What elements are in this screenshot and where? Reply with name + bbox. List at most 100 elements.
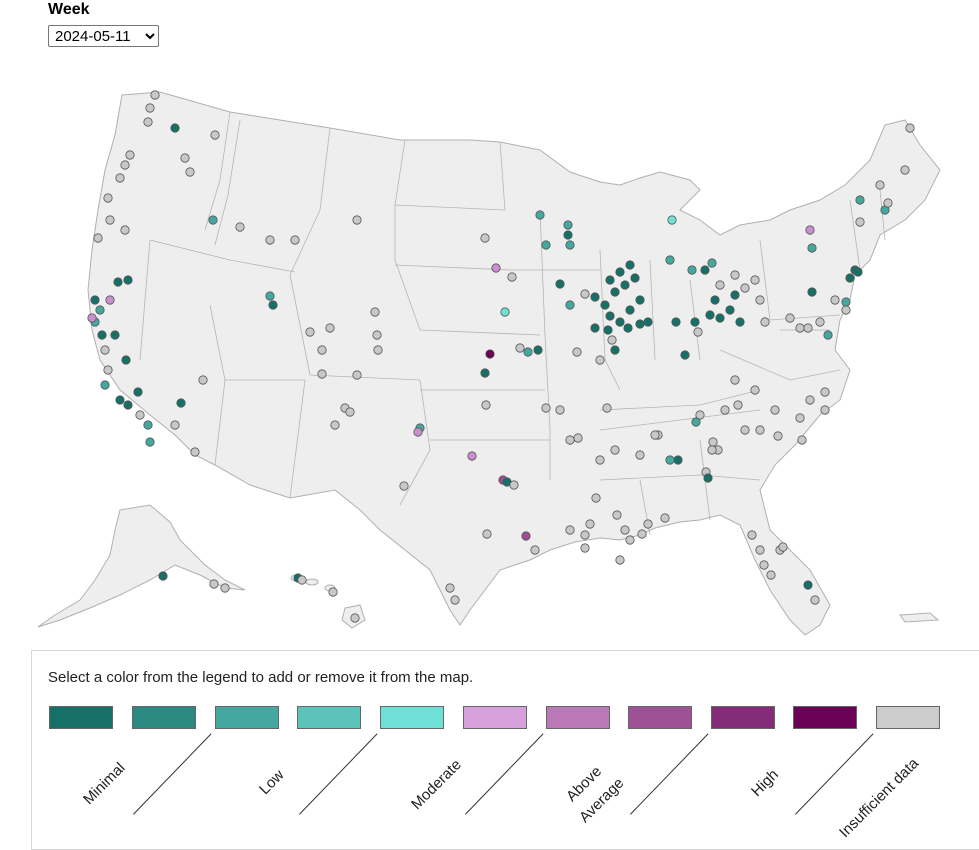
- site-marker[interactable]: [803, 323, 813, 333]
- site-marker[interactable]: [220, 583, 230, 593]
- site-marker[interactable]: [590, 292, 600, 302]
- site-marker[interactable]: [623, 323, 633, 333]
- site-marker[interactable]: [120, 160, 130, 170]
- site-marker[interactable]: [210, 130, 220, 140]
- legend-swatch-insufficient[interactable]: [876, 706, 940, 729]
- site-marker[interactable]: [563, 220, 573, 230]
- site-marker[interactable]: [615, 555, 625, 565]
- site-marker[interactable]: [630, 273, 640, 283]
- site-marker[interactable]: [807, 287, 817, 297]
- site-marker[interactable]: [735, 317, 745, 327]
- site-marker[interactable]: [133, 387, 143, 397]
- site-marker[interactable]: [667, 215, 677, 225]
- site-marker[interactable]: [110, 330, 120, 340]
- site-marker[interactable]: [720, 405, 730, 415]
- site-marker[interactable]: [145, 103, 155, 113]
- site-marker[interactable]: [755, 545, 765, 555]
- site-marker[interactable]: [759, 560, 769, 570]
- site-marker[interactable]: [602, 403, 612, 413]
- site-marker[interactable]: [740, 425, 750, 435]
- site-marker[interactable]: [841, 297, 851, 307]
- site-marker[interactable]: [145, 437, 155, 447]
- site-marker[interactable]: [853, 267, 863, 277]
- site-marker[interactable]: [208, 215, 218, 225]
- site-marker[interactable]: [643, 519, 653, 529]
- site-marker[interactable]: [555, 279, 565, 289]
- site-marker[interactable]: [100, 345, 110, 355]
- site-marker[interactable]: [580, 543, 590, 553]
- site-marker[interactable]: [103, 365, 113, 375]
- legend-swatch-low-2[interactable]: [297, 706, 361, 729]
- site-marker[interactable]: [170, 123, 180, 133]
- site-marker[interactable]: [317, 345, 327, 355]
- site-marker[interactable]: [600, 300, 610, 310]
- site-marker[interactable]: [620, 525, 630, 535]
- site-marker[interactable]: [328, 587, 338, 597]
- site-marker[interactable]: [703, 473, 713, 483]
- site-marker[interactable]: [541, 403, 551, 413]
- site-marker[interactable]: [350, 613, 360, 623]
- site-marker[interactable]: [480, 368, 490, 378]
- site-marker[interactable]: [95, 305, 105, 315]
- site-marker[interactable]: [905, 123, 915, 133]
- site-marker[interactable]: [875, 180, 885, 190]
- site-marker[interactable]: [810, 595, 820, 605]
- site-marker[interactable]: [710, 295, 720, 305]
- site-marker[interactable]: [605, 311, 615, 321]
- site-marker[interactable]: [635, 295, 645, 305]
- site-marker[interactable]: [523, 347, 533, 357]
- site-marker[interactable]: [805, 395, 815, 405]
- site-marker[interactable]: [565, 435, 575, 445]
- site-marker[interactable]: [730, 270, 740, 280]
- site-marker[interactable]: [345, 407, 355, 417]
- site-marker[interactable]: [103, 193, 113, 203]
- site-marker[interactable]: [807, 243, 817, 253]
- site-marker[interactable]: [595, 455, 605, 465]
- site-marker[interactable]: [507, 272, 517, 282]
- site-marker[interactable]: [235, 222, 245, 232]
- site-marker[interactable]: [660, 513, 670, 523]
- site-marker[interactable]: [855, 217, 865, 227]
- site-marker[interactable]: [755, 425, 765, 435]
- site-marker[interactable]: [121, 355, 131, 365]
- site-marker[interactable]: [820, 405, 830, 415]
- site-marker[interactable]: [625, 305, 635, 315]
- site-marker[interactable]: [635, 450, 645, 460]
- site-marker[interactable]: [565, 300, 575, 310]
- site-marker[interactable]: [615, 317, 625, 327]
- site-marker[interactable]: [565, 240, 575, 250]
- site-marker[interactable]: [841, 305, 851, 315]
- site-marker[interactable]: [467, 451, 477, 461]
- site-marker[interactable]: [370, 307, 380, 317]
- legend-swatch-low[interactable]: [215, 706, 279, 729]
- site-marker[interactable]: [665, 255, 675, 265]
- site-marker[interactable]: [563, 230, 573, 240]
- site-marker[interactable]: [290, 235, 300, 245]
- site-marker[interactable]: [585, 519, 595, 529]
- site-marker[interactable]: [778, 542, 788, 552]
- site-marker[interactable]: [352, 370, 362, 380]
- site-marker[interactable]: [635, 319, 645, 329]
- site-marker[interactable]: [695, 410, 705, 420]
- site-marker[interactable]: [715, 313, 725, 323]
- site-marker[interactable]: [87, 313, 97, 323]
- site-marker[interactable]: [580, 289, 590, 299]
- site-marker[interactable]: [830, 295, 840, 305]
- site-marker[interactable]: [620, 280, 630, 290]
- site-marker[interactable]: [797, 435, 807, 445]
- site-marker[interactable]: [795, 413, 805, 423]
- site-marker[interactable]: [680, 350, 690, 360]
- site-marker[interactable]: [690, 317, 700, 327]
- site-marker[interactable]: [580, 530, 590, 540]
- site-marker[interactable]: [760, 317, 770, 327]
- site-marker[interactable]: [533, 345, 543, 355]
- legend-swatch-high-2[interactable]: [793, 706, 857, 729]
- site-marker[interactable]: [823, 330, 833, 340]
- site-marker[interactable]: [615, 267, 625, 277]
- site-marker[interactable]: [123, 400, 133, 410]
- site-marker[interactable]: [515, 343, 525, 353]
- site-marker[interactable]: [707, 258, 717, 268]
- site-marker[interactable]: [610, 287, 620, 297]
- site-marker[interactable]: [700, 265, 710, 275]
- site-marker[interactable]: [180, 153, 190, 163]
